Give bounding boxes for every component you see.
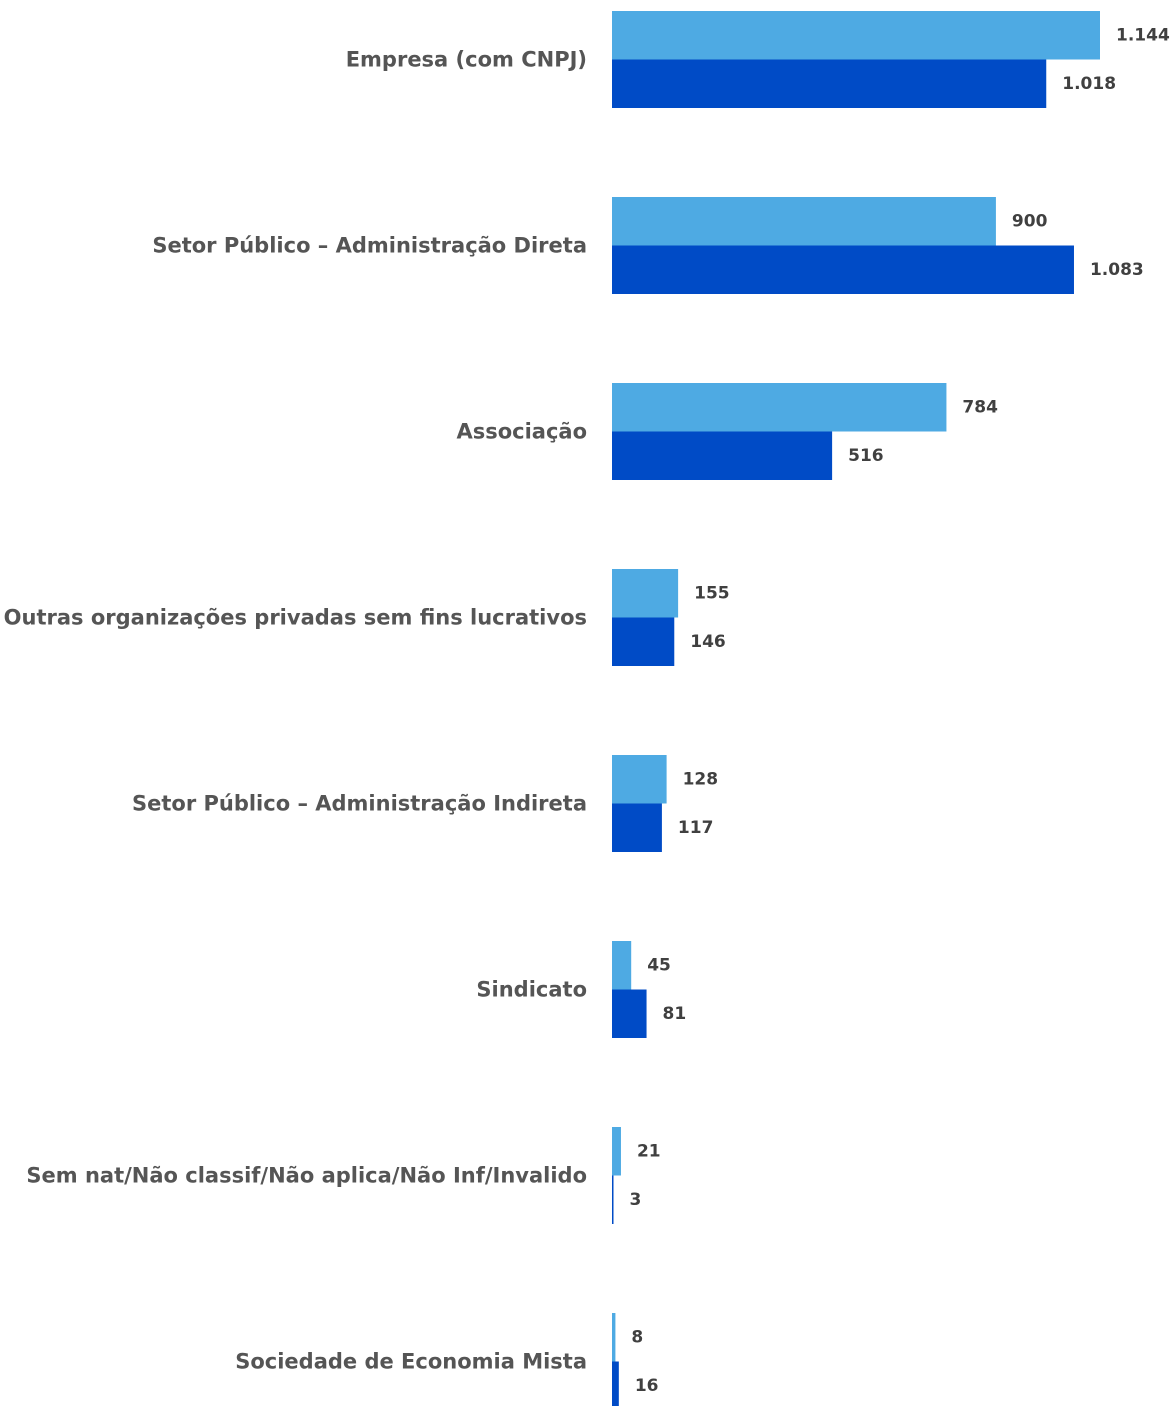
bars-layer [612, 11, 1100, 1406]
data-label-series-2-group-1: 1.018 [1062, 74, 1116, 94]
data-label-series-1-group-6: 45 [647, 955, 671, 975]
bar-series-2-group-8 [612, 1361, 619, 1406]
bar-series-2-group-6 [612, 989, 647, 1038]
category-label: Setor Público – Administração Direta [152, 234, 587, 258]
bar-series-1-group-8 [612, 1313, 616, 1362]
labels-layer: Empresa (com CNPJ) 1.144 1.018 Setor Públic… [4, 25, 1170, 1396]
bar-series-2-group-3 [612, 431, 833, 480]
bar-series-1-group-1 [612, 11, 1100, 60]
bar-series-1-group-6 [612, 941, 632, 990]
data-label-series-2-group-7: 3 [630, 1190, 642, 1210]
data-label-series-2-group-6: 81 [663, 1004, 687, 1024]
data-label-series-1-group-4: 155 [694, 583, 730, 603]
category-label: Sociedade de Economia Mista [235, 1350, 587, 1374]
data-label-series-1-group-2: 900 [1012, 211, 1048, 231]
data-label-series-2-group-5: 117 [678, 818, 714, 838]
category-label: Associação [456, 420, 587, 444]
data-label-series-2-group-4: 146 [690, 632, 726, 652]
bar-series-2-group-2 [612, 245, 1074, 294]
category-label: Sindicato [476, 978, 587, 1002]
category-label: Sem nat/Não classif/Não aplica/Não Inf/I… [26, 1164, 587, 1188]
data-label-series-2-group-8: 16 [635, 1376, 659, 1396]
data-label-series-2-group-3: 516 [848, 446, 884, 466]
bar-series-1-group-3 [612, 383, 947, 432]
data-label-series-1-group-1: 1.144 [1116, 25, 1170, 45]
data-label-series-1-group-3: 784 [962, 397, 998, 417]
bar-series-2-group-5 [612, 803, 662, 852]
bar-series-1-group-2 [612, 197, 996, 246]
bar-series-2-group-7 [612, 1175, 614, 1224]
bar-series-2-group-1 [612, 59, 1047, 108]
data-label-series-1-group-5: 128 [683, 769, 719, 789]
data-label-series-1-group-7: 21 [637, 1141, 661, 1161]
category-label: Empresa (com CNPJ) [346, 48, 587, 72]
data-label-series-2-group-2: 1.083 [1090, 260, 1144, 280]
bar-series-1-group-7 [612, 1127, 621, 1176]
bar-series-1-group-4 [612, 569, 679, 618]
bar-series-1-group-5 [612, 755, 667, 804]
category-label: Setor Público – Administração Indireta [132, 792, 587, 816]
category-label: Outras organizações privadas sem fins lu… [4, 606, 587, 630]
bar-series-2-group-4 [612, 617, 675, 666]
data-label-series-1-group-8: 8 [631, 1327, 643, 1347]
